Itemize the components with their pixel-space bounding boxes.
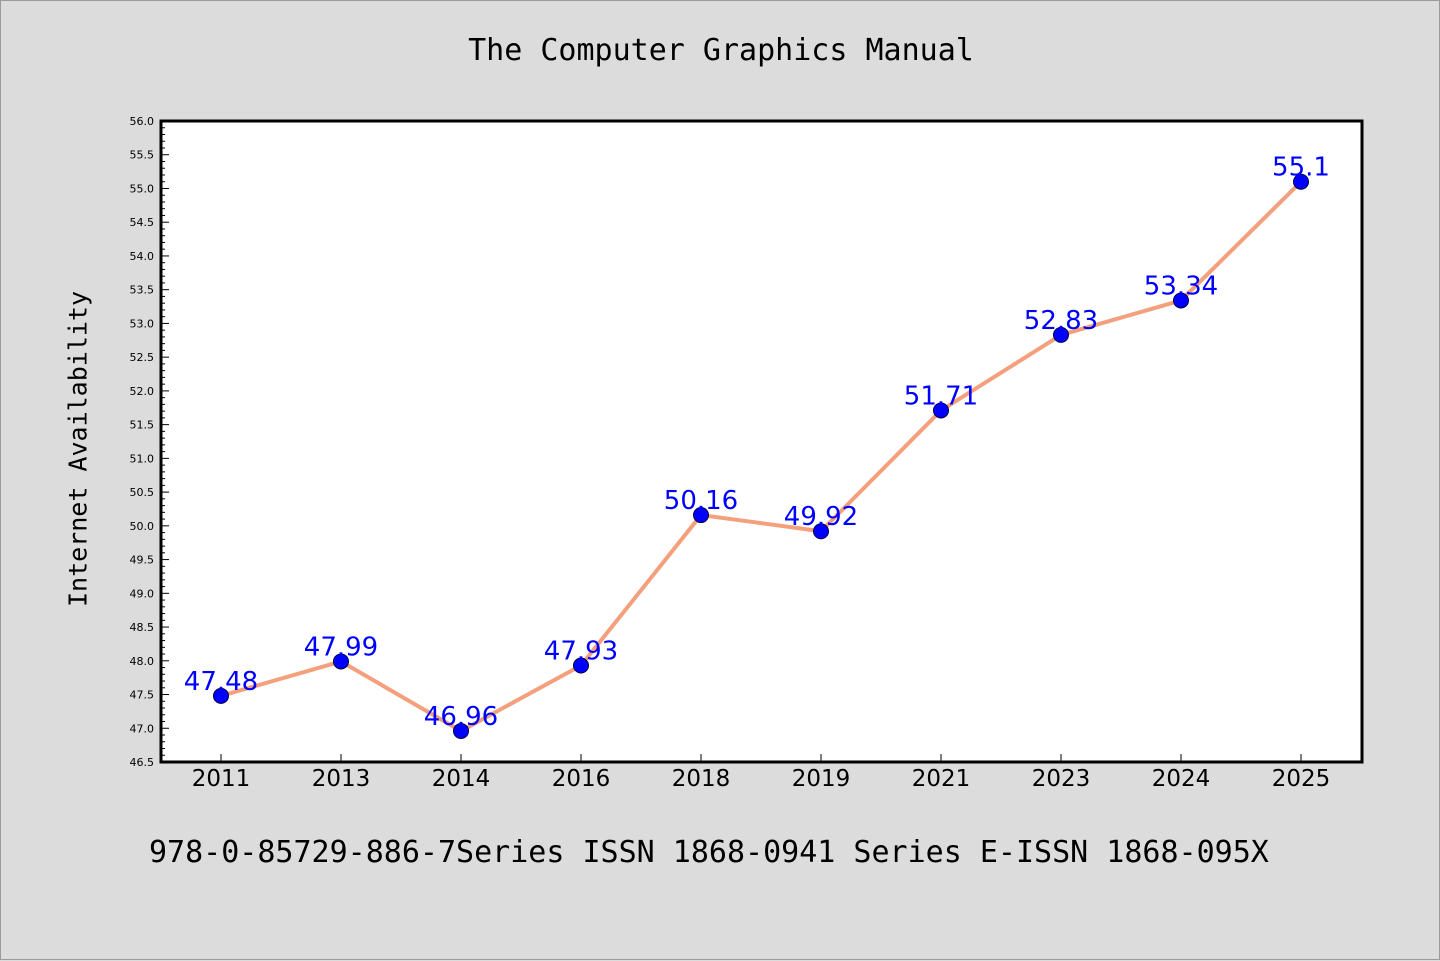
data-point [693,507,709,524]
y-tick-label: 48.0 [130,655,155,668]
x-tick-label: 2025 [1272,766,1331,792]
y-tick-label: 47.0 [130,722,155,735]
y-tick-label: 54.0 [130,250,155,263]
x-tick-label: 2013 [312,766,371,792]
data-label: 53.34 [1144,271,1218,301]
data-label: 49.92 [784,502,858,532]
y-tick-label: 51.5 [130,419,155,432]
data-point [213,687,229,704]
series-line [219,179,1303,733]
data-label: 51.71 [904,381,978,411]
data-label: 47.99 [304,632,378,662]
y-tick-label: 53.0 [130,317,155,330]
y-tick-label: 49.0 [130,587,155,600]
y-tick-label: 46.5 [130,756,155,769]
data-point [933,402,949,419]
plot-border [159,119,1364,764]
data-point [453,722,469,739]
y-tick-label: 52.0 [130,385,155,398]
data-label: 47.93 [544,637,618,667]
y-tick-label: 50.0 [130,520,155,533]
x-tick-label: 2019 [792,766,851,792]
y-tick-label: 56.0 [130,115,155,128]
chart-title: The Computer Graphics Manual [468,33,974,68]
y-tick-label: 47.5 [130,689,155,702]
y-tick-label: 48.5 [130,621,155,634]
x-tick-label: 2018 [672,766,731,792]
data-point [813,523,829,540]
footer-isbn-issn: 978-0-85729-886-7Series ISSN 1868-0941 S… [149,835,1269,870]
x-tick-label: 2024 [1152,766,1211,792]
data-point [333,653,349,670]
data-label: 46.96 [424,702,498,732]
y-tick-label: 50.5 [130,486,155,499]
data-point [1053,326,1069,343]
y-tick-label: 51.0 [130,452,155,465]
y-tick-label: 49.5 [130,554,155,567]
y-tick-label: 55.5 [130,149,155,162]
x-tick-label: 2014 [432,766,491,792]
data-point [1293,173,1309,190]
data-point [573,657,589,674]
x-tick-label: 2021 [912,766,971,792]
plot-background [161,121,1362,762]
y-tick-label: 55.0 [130,182,155,195]
x-tick-label: 2023 [1032,766,1091,792]
y-tick-label: 54.5 [130,216,155,229]
data-label: 50.16 [664,486,738,516]
y-tick-label: 53.5 [130,284,155,297]
data-label: 55.1 [1272,153,1330,183]
y-tick-label: 52.5 [130,351,155,364]
x-tick-label: 2011 [192,766,251,792]
data-point [1173,292,1189,309]
data-label: 47.48 [184,667,258,697]
data-label: 52.83 [1024,306,1098,336]
x-tick-label: 2016 [552,766,611,792]
